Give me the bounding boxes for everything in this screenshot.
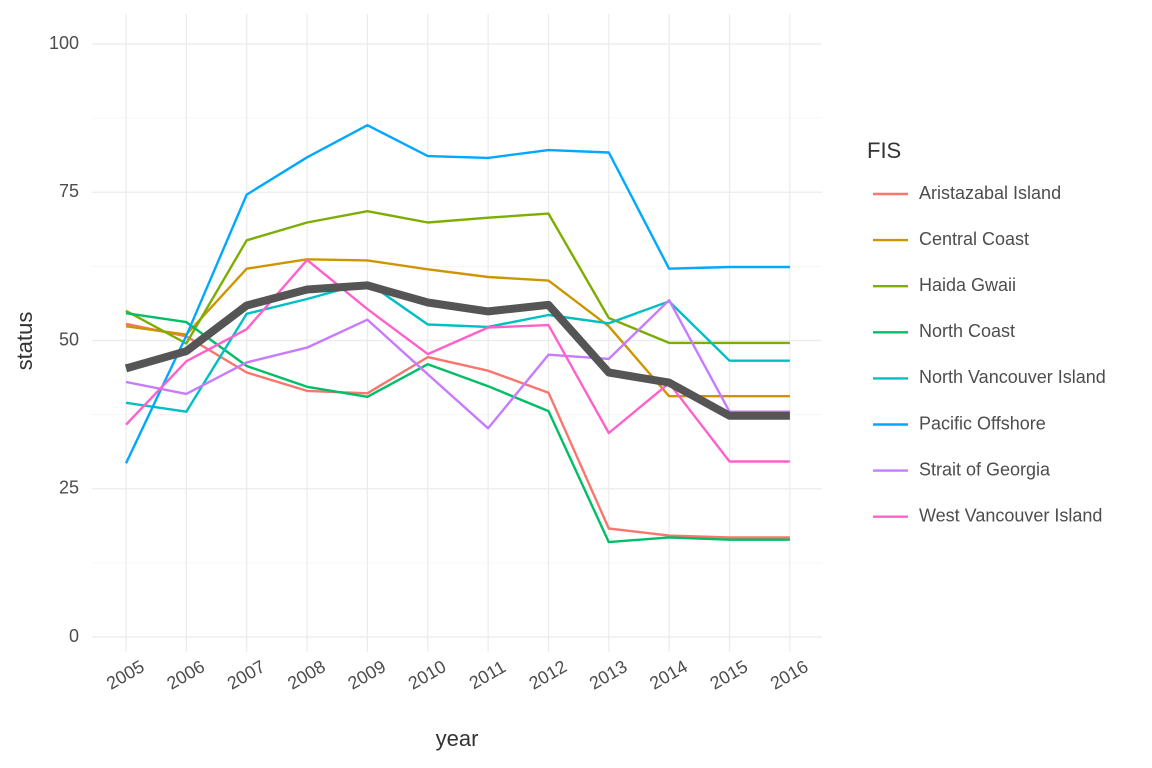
x-tick-label: 2009: [344, 656, 389, 693]
series-line: [125, 299, 790, 430]
legend-label: West Vancouver Island: [919, 505, 1102, 525]
y-tick-label: 50: [59, 329, 79, 349]
series-lines: [124, 123, 790, 544]
y-tick-label: 25: [59, 478, 79, 498]
y-tick-label: 0: [69, 626, 79, 646]
x-tick-label: 2005: [103, 656, 148, 693]
y-axis-title: status: [12, 312, 37, 371]
x-tick-label: 2006: [163, 656, 208, 693]
x-tick-label: 2011: [466, 657, 510, 694]
x-tick-label: 2016: [767, 656, 812, 693]
x-tick-label: 2013: [586, 656, 631, 693]
legend-label: Strait of Georgia: [919, 459, 1051, 479]
series-line: [125, 281, 790, 413]
legend-label: Haida Gwaii: [919, 275, 1016, 295]
legend-label: North Vancouver Island: [919, 367, 1106, 387]
legend-label: North Coast: [919, 321, 1015, 341]
series-line: [125, 209, 790, 345]
series-line: [125, 322, 790, 539]
series-line: [125, 312, 790, 544]
legend: FIS Aristazabal Island Central Coast Haida…: [867, 138, 1106, 525]
x-tick-label: 2010: [405, 656, 450, 693]
series-line: [124, 123, 790, 464]
overall-line: [124, 281, 790, 420]
legend-title: FIS: [867, 138, 901, 163]
x-tick-label: 2012: [525, 656, 570, 693]
x-tick-label: 2014: [646, 656, 691, 693]
x-tick-label: 2008: [284, 656, 329, 693]
y-axis-ticks: 0 25 50 75 100: [49, 33, 79, 646]
x-tick-label: 2007: [224, 656, 269, 693]
x-axis-ticks: 2005 2006 2007 2008 2009 2010 2011 2012 2013 2014…: [103, 656, 812, 693]
x-axis-title: year: [436, 726, 479, 751]
x-tick-label: 2015: [707, 656, 752, 693]
series-line: [125, 258, 790, 463]
y-tick-label: 100: [49, 33, 79, 53]
legend-items: Aristazabal Island Central Coast Haida Gwa…: [873, 183, 1106, 525]
legend-label: Central Coast: [919, 229, 1029, 249]
grid: [92, 14, 822, 652]
legend-label: Pacific Offshore: [919, 413, 1046, 433]
legend-label: Aristazabal Island: [919, 183, 1061, 203]
y-tick-label: 75: [59, 181, 79, 201]
